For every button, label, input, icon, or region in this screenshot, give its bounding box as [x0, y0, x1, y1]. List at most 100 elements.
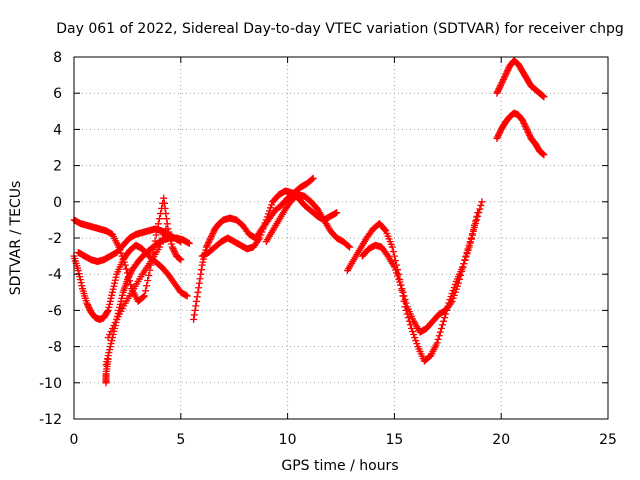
data-point — [381, 226, 389, 234]
data-point — [160, 199, 168, 207]
data-point — [177, 256, 185, 264]
data-point — [500, 74, 508, 82]
data-point — [503, 68, 511, 76]
x-tick-label: 20 — [492, 432, 510, 448]
chart-title: Day 061 of 2022, Sidereal Day-to-day VTE… — [56, 21, 624, 37]
data-point — [143, 282, 151, 290]
data-point — [104, 355, 112, 363]
data-point — [108, 337, 116, 345]
y-tick-label: -4 — [48, 267, 62, 283]
data-point — [501, 71, 509, 79]
data-points-layer — [70, 57, 548, 387]
data-point — [344, 242, 352, 250]
data-point — [109, 285, 117, 293]
data-point — [162, 225, 170, 233]
data-point — [268, 201, 276, 209]
data-point — [495, 85, 503, 93]
data-point — [107, 340, 115, 348]
y-tick-label: 2 — [53, 159, 62, 175]
data-point — [257, 231, 265, 239]
data-point — [404, 314, 412, 322]
data-point — [155, 243, 163, 251]
data-point — [170, 248, 178, 256]
data-point — [346, 243, 354, 251]
data-point — [496, 83, 504, 91]
data-point — [496, 128, 504, 136]
data-point — [460, 260, 468, 268]
data-point — [258, 228, 266, 236]
data-point — [267, 204, 275, 212]
data-point — [110, 282, 118, 290]
data-point — [309, 174, 317, 182]
data-point — [474, 209, 482, 217]
data-point — [204, 240, 212, 248]
data-point — [433, 339, 441, 347]
data-point — [450, 291, 458, 299]
x-tick-label: 15 — [385, 432, 403, 448]
data-point — [159, 234, 167, 242]
data-point — [402, 299, 410, 307]
data-point — [170, 246, 178, 254]
y-tick-label: 8 — [53, 50, 62, 66]
data-point — [105, 349, 113, 357]
data-point — [263, 213, 271, 221]
data-point — [493, 134, 501, 142]
data-point — [171, 249, 179, 257]
data-point — [469, 226, 477, 234]
data-point — [522, 124, 530, 132]
data-point — [199, 258, 207, 266]
y-tick-label: 0 — [53, 195, 62, 211]
data-point — [494, 88, 502, 96]
data-point — [400, 292, 408, 300]
series-arc-f — [102, 355, 112, 387]
data-point — [74, 267, 82, 275]
data-point — [477, 201, 485, 209]
data-point — [524, 128, 532, 136]
data-point — [473, 213, 481, 221]
data-point — [466, 238, 474, 246]
data-point — [83, 299, 91, 307]
data-point — [525, 130, 533, 138]
data-point — [399, 288, 407, 296]
y-tick-label: 6 — [53, 86, 62, 102]
data-point — [196, 275, 204, 283]
data-point — [521, 122, 529, 130]
y-tick-label: 4 — [53, 122, 62, 138]
data-point — [401, 296, 409, 304]
data-point — [494, 86, 502, 94]
data-point — [195, 284, 203, 292]
data-point — [206, 236, 214, 244]
data-point — [409, 328, 417, 336]
data-point — [191, 306, 199, 314]
data-point — [197, 266, 205, 274]
data-point — [161, 228, 169, 236]
y-tick-labels: -12 -10 -8 -6 -4 -2 0 2 4 6 8 — [39, 50, 62, 428]
data-point — [169, 245, 177, 253]
data-point — [124, 274, 132, 282]
data-point — [116, 300, 124, 308]
series-arc-j — [343, 198, 486, 365]
data-point — [111, 276, 119, 284]
data-point — [168, 240, 176, 248]
data-point — [168, 243, 176, 251]
data-point — [395, 275, 403, 283]
data-point — [448, 297, 456, 305]
data-point — [523, 125, 531, 133]
data-point — [520, 119, 528, 127]
data-point — [160, 231, 168, 239]
data-point — [185, 239, 193, 247]
data-point — [106, 300, 114, 308]
x-tick-label: 25 — [599, 432, 617, 448]
data-point — [207, 232, 215, 240]
data-point — [145, 271, 153, 279]
data-point — [106, 331, 114, 339]
data-point — [497, 80, 505, 88]
data-point — [388, 243, 396, 251]
data-point — [118, 294, 126, 302]
data-point — [524, 127, 532, 135]
data-point — [198, 261, 206, 269]
data-point — [108, 288, 116, 296]
data-point — [122, 265, 130, 273]
data-point — [111, 318, 119, 326]
data-point — [108, 325, 116, 332]
